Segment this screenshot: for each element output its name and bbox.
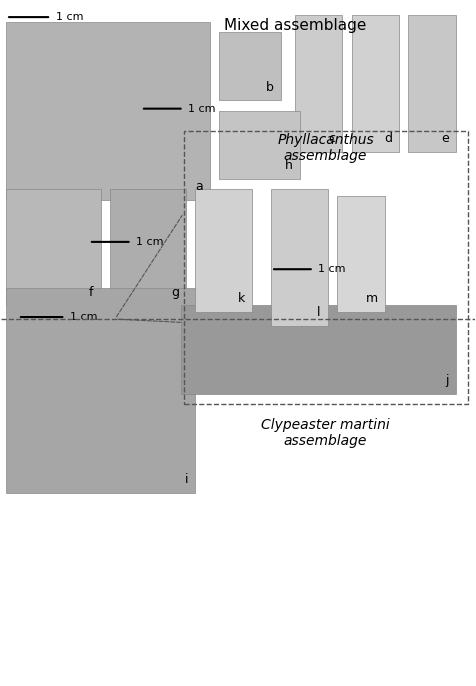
- Text: f: f: [89, 285, 94, 298]
- Text: e: e: [441, 132, 448, 145]
- Text: Clypeaster martini
assemblage: Clypeaster martini assemblage: [261, 418, 390, 449]
- Text: Phyllacanthus
assemblage: Phyllacanthus assemblage: [277, 132, 374, 163]
- Text: 1 cm: 1 cm: [188, 104, 216, 114]
- Text: d: d: [384, 132, 392, 145]
- Text: a: a: [195, 180, 202, 193]
- Bar: [6, 189, 101, 305]
- Bar: [295, 15, 342, 152]
- Bar: [219, 110, 299, 179]
- Text: Mixed assemblage: Mixed assemblage: [224, 19, 366, 34]
- Bar: [6, 22, 209, 200]
- Text: 1 cm: 1 cm: [70, 312, 98, 322]
- Text: l: l: [317, 306, 321, 319]
- Bar: [184, 131, 467, 405]
- Text: g: g: [171, 285, 179, 298]
- Text: k: k: [238, 292, 245, 305]
- Text: i: i: [185, 473, 188, 486]
- Bar: [196, 189, 252, 312]
- Bar: [271, 189, 328, 326]
- Bar: [337, 196, 385, 312]
- Bar: [6, 288, 196, 493]
- Bar: [181, 305, 456, 394]
- Text: 1 cm: 1 cm: [136, 237, 164, 247]
- Bar: [110, 189, 186, 305]
- Bar: [219, 32, 280, 100]
- Text: j: j: [445, 375, 448, 388]
- Text: b: b: [266, 81, 274, 93]
- Text: c: c: [328, 132, 335, 145]
- Text: 1 cm: 1 cm: [318, 264, 346, 274]
- Text: 1 cm: 1 cm: [56, 12, 83, 22]
- Text: m: m: [366, 292, 377, 305]
- Bar: [352, 15, 399, 152]
- Text: h: h: [285, 159, 292, 172]
- Bar: [408, 15, 456, 152]
